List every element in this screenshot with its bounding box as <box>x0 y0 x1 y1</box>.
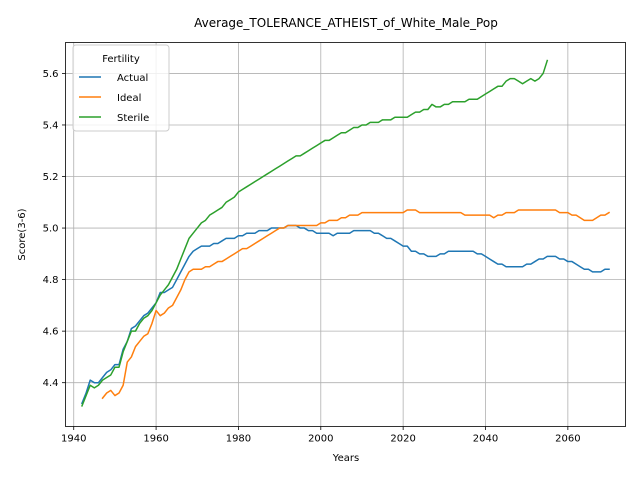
y-tick-label: 4.6 <box>43 327 59 338</box>
x-tick-label: 1940 <box>61 434 86 445</box>
x-tick-label: 2000 <box>308 434 333 445</box>
legend: Fertility Actual Ideal Sterile <box>72 44 170 132</box>
x-tick-label: 2040 <box>473 434 498 445</box>
y-tick-label: 5.6 <box>43 69 59 80</box>
series-line-sterile <box>80 59 549 407</box>
legend-label-sterile: Sterile <box>117 113 149 124</box>
grid-lines <box>65 42 626 427</box>
x-axis-label: Years <box>332 453 359 464</box>
legend-items: Actual Ideal Sterile <box>79 73 149 124</box>
chart-title: Average_TOLERANCE_ATHEIST_of_White_Male_… <box>194 16 498 30</box>
y-axis-label: Score(3-6) <box>17 208 28 260</box>
series-line-actual <box>80 224 610 405</box>
y-axis-ticks: 4.4 4.6 4.8 5.0 5.2 5.4 5.6 <box>43 69 66 389</box>
x-axis-ticks: 1940 1960 1980 2000 2020 2040 2060 <box>61 426 581 445</box>
y-tick-label: 4.4 <box>43 378 59 389</box>
x-tick-label: 2060 <box>555 434 580 445</box>
series-layer <box>80 59 611 407</box>
plot-frame <box>65 42 626 427</box>
x-tick-label: 1960 <box>143 434 168 445</box>
x-tick-label: 1980 <box>226 434 251 445</box>
y-tick-label: 5.0 <box>43 224 59 235</box>
series-line-ideal <box>101 209 611 400</box>
x-tick-label: 2020 <box>390 434 415 445</box>
y-tick-label: 5.4 <box>43 120 59 131</box>
legend-label-actual: Actual <box>117 73 148 84</box>
legend-box <box>72 44 170 132</box>
legend-title: Fertility <box>102 54 140 65</box>
y-tick-label: 4.8 <box>43 275 59 286</box>
y-tick-label: 5.2 <box>43 172 59 183</box>
legend-label-ideal: Ideal <box>117 93 141 104</box>
